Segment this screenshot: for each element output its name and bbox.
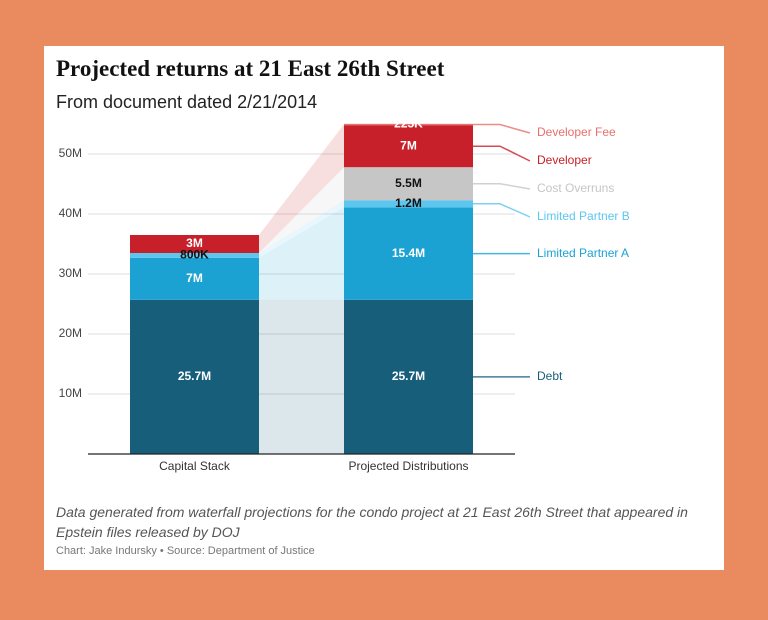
legend-line [473, 145, 531, 162]
y-tick-label: 20M [59, 326, 82, 340]
legend-label: Limited Partner A [537, 246, 629, 260]
data-label: 25.7M [392, 369, 425, 383]
bar-segment [130, 253, 259, 258]
legend-label: Limited Partner B [537, 209, 630, 223]
bar-segment [344, 125, 473, 168]
connector [259, 299, 344, 454]
connector [259, 200, 344, 258]
connector [259, 167, 344, 253]
bar-segment [130, 299, 259, 454]
data-label: 7M [400, 138, 417, 152]
bar-segment [344, 167, 473, 201]
y-tick-label: 50M [59, 146, 82, 160]
footnote: Data generated from waterfall projection… [56, 504, 688, 540]
connector [259, 123, 344, 235]
chart-subtitle: From document dated 2/21/2014 [56, 92, 318, 112]
legend-label: Cost Overruns [537, 181, 614, 195]
x-tick-label: Projected Distributions [348, 459, 468, 473]
data-label: 25.7M [178, 369, 211, 383]
data-label: 7M [186, 271, 203, 285]
credit: Chart: Jake Indursky • Source: Departmen… [56, 545, 315, 557]
bar-segment [130, 257, 259, 300]
bar-segment [130, 235, 259, 253]
legend-label: Developer [537, 153, 592, 167]
bar-segment [344, 207, 473, 300]
data-label: 5.5M [395, 176, 422, 190]
data-label: 15.4M [392, 246, 425, 260]
bar-segment [344, 299, 473, 454]
data-label: 3M [186, 236, 203, 250]
chart-title: Projected returns at 21 East 26th Street [56, 56, 445, 81]
bar-segment [344, 123, 473, 126]
connector [259, 207, 344, 300]
legend-line [473, 123, 531, 134]
bar-segment [344, 200, 473, 208]
data-label: 1.2M [395, 196, 422, 210]
y-tick-label: 30M [59, 266, 82, 280]
legend-line [473, 203, 531, 218]
connector [259, 125, 344, 253]
legend-label: Debt [537, 369, 563, 383]
x-tick-label: Capital Stack [159, 459, 231, 473]
y-tick-label: 10M [59, 386, 82, 400]
legend-label: Developer Fee [537, 125, 616, 139]
data-label: 225K [394, 117, 423, 131]
legend-line [473, 182, 531, 190]
y-tick-label: 40M [59, 206, 82, 220]
data-label: 800K [180, 248, 209, 262]
